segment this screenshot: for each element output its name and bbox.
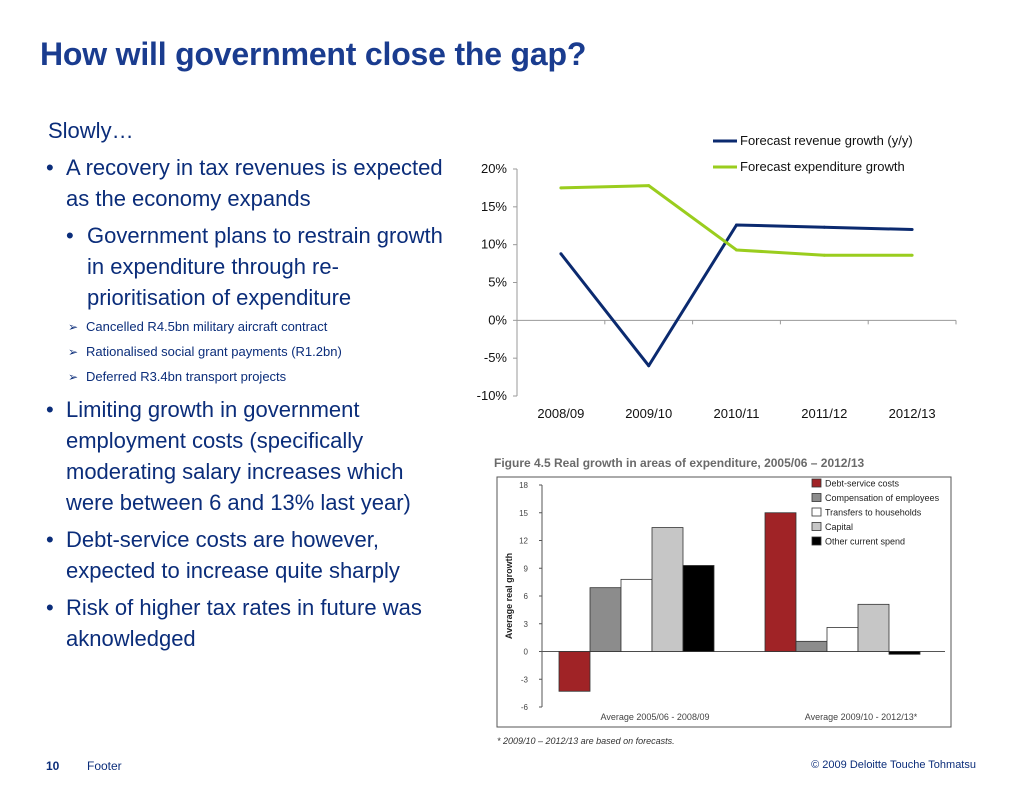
- page-number: 10: [46, 759, 60, 773]
- expenditure-bar-chart: Figure 4.5 Real growth in areas of expen…: [494, 456, 952, 746]
- sub-bullet-item: • Government plans to restrain growth in…: [44, 220, 444, 313]
- data-point: [559, 252, 563, 256]
- legend-label: Transfers to households: [825, 508, 922, 518]
- legend-swatch: [811, 536, 822, 546]
- slide-title: How will government close the gap?: [40, 36, 587, 72]
- x-tick-label: 2011/12: [801, 406, 847, 421]
- data-point: [647, 184, 651, 188]
- data-point: [735, 248, 738, 252]
- series-line: [559, 223, 913, 368]
- y-tick-label: 18: [519, 481, 528, 490]
- growth-line-chart: 20% 15% 10% 5% 0% -5% -10% 2008/09 2009/10 2010/1…: [477, 133, 957, 421]
- y-tick-label: 0: [524, 648, 529, 657]
- y-tick-label: -10%: [477, 388, 508, 403]
- y-tick-label: -6: [521, 703, 529, 712]
- figure-footnote: * 2009/10 – 2012/13 are based on forecas…: [497, 736, 675, 746]
- data-point: [559, 186, 563, 190]
- data-point: [910, 253, 914, 257]
- bullet-text: Limiting growth in government employment…: [66, 397, 411, 515]
- arrow-item: ➢ Cancelled R4.5bn military aircraft con…: [44, 319, 444, 335]
- bar: [620, 578, 653, 652]
- legend-swatch: [811, 493, 822, 502]
- y-tick-label: 10%: [481, 237, 507, 252]
- y-tick-label: 5%: [488, 275, 507, 290]
- data-point: [822, 253, 826, 257]
- y-tick-label: 9: [524, 564, 529, 573]
- x-category-label: Average 2005/06 - 2008/09: [601, 712, 710, 722]
- bullet-text: Risk of higher tax rates in future was a…: [66, 595, 422, 651]
- bullet-item: • A recovery in tax revenues is expected…: [44, 152, 444, 214]
- bullet-item: • Debt-service costs are however, expect…: [44, 524, 444, 586]
- arrow-bullet-icon: ➢: [68, 345, 79, 359]
- bar: [826, 627, 859, 652]
- bullet-list: Slowly… • A recovery in tax revenues is …: [44, 118, 444, 660]
- arrow-bullet-icon: ➢: [68, 370, 79, 384]
- bar: [795, 640, 828, 652]
- lead-text: Slowly…: [48, 118, 134, 143]
- data-point: [647, 364, 651, 368]
- bullet-marker: •: [46, 527, 54, 552]
- bar: [558, 651, 591, 692]
- y-tick-label: 15%: [481, 199, 507, 214]
- data-point: [735, 223, 738, 227]
- figure-title: Figure 4.5 Real growth in areas of expen…: [494, 456, 864, 470]
- footer-label: Footer: [87, 759, 122, 773]
- x-tick-label: 2009/10: [625, 406, 672, 421]
- data-point: [910, 228, 914, 232]
- bullet-item: • Risk of higher tax rates in future was…: [44, 592, 444, 654]
- series-line: [560, 184, 913, 257]
- x-tick-label: 2008/09: [537, 406, 584, 421]
- bar: [764, 512, 797, 652]
- legend-label: Compensation of employees: [825, 493, 940, 503]
- bar: [857, 603, 890, 652]
- legend-swatch: [811, 507, 822, 517]
- legend-label: Debt-service costs: [825, 479, 900, 489]
- y-tick-label: 12: [519, 537, 528, 546]
- arrow-item: ➢ Deferred R3.4bn transport projects: [44, 369, 444, 385]
- copyright: © 2009 Deloitte Touche Tohmatsu: [811, 759, 976, 771]
- bar: [682, 565, 715, 652]
- data-point: [822, 225, 826, 229]
- legend-label: Capital: [825, 522, 853, 532]
- legend-swatch: [811, 522, 822, 531]
- x-tick-label: 2012/13: [889, 406, 936, 421]
- arrow-bullet-icon: ➢: [68, 320, 79, 334]
- y-tick-label: 0%: [488, 312, 507, 327]
- arrow-item: ➢ Rationalised social grant payments (R1…: [44, 344, 444, 360]
- y-tick-label: 6: [524, 592, 529, 601]
- arrow-text: Cancelled R4.5bn military aircraft contr…: [86, 319, 328, 334]
- y-tick-label: 20%: [481, 161, 507, 176]
- bar: [589, 587, 622, 652]
- x-tick-label: 2010/11: [713, 406, 759, 421]
- bar: [651, 527, 684, 652]
- legend-label: Other current spend: [825, 537, 905, 547]
- y-axis-label: Average real growth: [504, 553, 514, 639]
- y-tick-label: -3: [521, 675, 529, 684]
- bullet-marker: •: [46, 595, 54, 620]
- footer: 10 Footer © 2009 Deloitte Touche Tohmats…: [0, 756, 1024, 791]
- legend-label: Forecast revenue growth (y/y): [740, 133, 913, 148]
- x-category-label: Average 2009/10 - 2012/13*: [805, 712, 918, 722]
- bullet-marker: •: [66, 223, 74, 248]
- bullet-text: Debt-service costs are however, expected…: [66, 527, 400, 583]
- bullet-marker: •: [46, 397, 54, 422]
- legend-label: Forecast expenditure growth: [740, 159, 905, 174]
- bullet-item: • Limiting growth in government employme…: [44, 394, 444, 518]
- bullet-text: A recovery in tax revenues is expected a…: [66, 155, 443, 211]
- bar: [888, 651, 921, 655]
- bullet-marker: •: [46, 155, 54, 180]
- y-tick-label: -5%: [484, 350, 508, 365]
- arrow-text: Deferred R3.4bn transport projects: [86, 369, 287, 384]
- bullet-text: Government plans to restrain growth in e…: [87, 223, 443, 310]
- y-tick-label: 15: [519, 509, 528, 518]
- arrow-text: Rationalised social grant payments (R1.2…: [86, 344, 342, 359]
- y-tick-label: 3: [524, 620, 529, 629]
- legend-swatch: [811, 478, 822, 488]
